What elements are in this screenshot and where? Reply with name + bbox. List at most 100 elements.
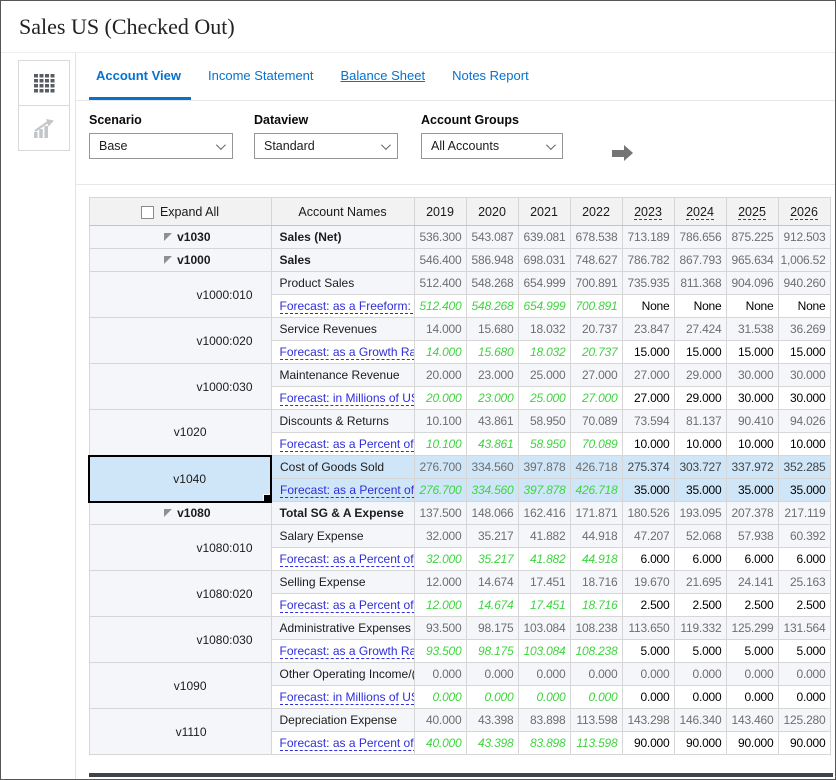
forecast-value-cell-v1080:030-2022[interactable]: 108.238 <box>569 639 623 663</box>
value-cell-v1000:010-2024[interactable]: 811.368 <box>673 271 727 295</box>
value-cell-v1000:020-2019[interactable]: 14.000 <box>413 317 467 341</box>
value-cell-v1000:020-2023[interactable]: 23.847 <box>621 317 675 341</box>
forecast-value-cell-v1080:020-2023[interactable]: 2.500 <box>621 593 675 617</box>
forecast-value-cell-v1000:030-2021[interactable]: 25.000 <box>517 386 571 410</box>
forecast-value-cell-v1000:030-2019[interactable]: 20.000 <box>413 386 467 410</box>
forecast-value-cell-v1040-2021[interactable]: 397.878 <box>517 478 571 502</box>
forecast-value-cell-v1080:030-2025[interactable]: 5.000 <box>725 639 779 663</box>
forecast-method-link[interactable]: Forecast: as a Percent of F <box>279 437 413 452</box>
forecast-value-cell-v1000:010-2019[interactable]: 512.400 <box>413 294 467 318</box>
value-cell-v1000:030-2023[interactable]: 27.000 <box>621 363 675 387</box>
value-cell-v1000-2022[interactable]: 748.627 <box>569 248 623 272</box>
value-cell-v1080-2024[interactable]: 193.095 <box>673 501 727 525</box>
year-header-2023[interactable]: 2023 <box>621 197 675 226</box>
value-cell-v1080-2021[interactable]: 162.416 <box>517 501 571 525</box>
forecast-value-cell-v1080:010-2022[interactable]: 44.918 <box>569 547 623 571</box>
account-name-cell[interactable]: Maintenance Revenue <box>270 363 415 387</box>
forecast-value-cell-v1080:020-2024[interactable]: 2.500 <box>673 593 727 617</box>
forecast-value-cell-v1040-2022[interactable]: 426.718 <box>569 478 623 502</box>
forecast-value-cell-v1040-2019[interactable]: 276.700 <box>413 478 467 502</box>
forecast-value-cell-v1110-2026[interactable]: 90.000 <box>777 731 831 755</box>
value-cell-v1000-2020[interactable]: 586.948 <box>465 248 519 272</box>
value-cell-v1080:020-2026[interactable]: 25.163 <box>777 570 831 594</box>
value-cell-v1080-2026[interactable]: 217.119 <box>777 501 831 525</box>
value-cell-v1080:030-2023[interactable]: 113.650 <box>621 616 675 640</box>
tab-account-view[interactable]: Account View <box>88 68 192 100</box>
grid-view-button[interactable] <box>18 60 70 106</box>
account-name-cell[interactable]: Sales <box>270 248 415 272</box>
value-cell-v1000-2025[interactable]: 965.634 <box>725 248 779 272</box>
forecast-value-cell-v1090-2021[interactable]: 0.000 <box>517 685 571 709</box>
value-cell-v1000:020-2021[interactable]: 18.032 <box>517 317 571 341</box>
forecast-value-cell-v1000:030-2020[interactable]: 23.000 <box>465 386 519 410</box>
year-header-2025[interactable]: 2025 <box>725 197 779 226</box>
account-code-v1020[interactable]: v1020 <box>88 409 272 456</box>
forecast-value-cell-v1000:020-2022[interactable]: 20.737 <box>569 340 623 364</box>
forecast-value-cell-v1110-2021[interactable]: 83.898 <box>517 731 571 755</box>
value-cell-v1000:010-2020[interactable]: 548.268 <box>465 271 519 295</box>
value-cell-v1090-2021[interactable]: 0.000 <box>517 662 571 686</box>
forecast-value-cell-v1090-2022[interactable]: 0.000 <box>569 685 623 709</box>
value-cell-v1030-2023[interactable]: 713.189 <box>621 225 675 249</box>
account-name-cell[interactable]: Depreciation Expense <box>270 708 415 732</box>
forecast-value-cell-v1000:020-2026[interactable]: 15.000 <box>777 340 831 364</box>
forecast-value-cell-v1080:030-2026[interactable]: 5.000 <box>777 639 831 663</box>
value-cell-v1020-2021[interactable]: 58.950 <box>517 409 571 433</box>
forecast-method-link[interactable]: Forecast: as a Growth Rat <box>279 345 413 360</box>
forecast-value-cell-v1080:020-2026[interactable]: 2.500 <box>777 593 831 617</box>
account-name-cell[interactable]: Service Revenues <box>270 317 415 341</box>
value-cell-v1080:010-2021[interactable]: 41.882 <box>517 524 571 548</box>
value-cell-v1000:030-2024[interactable]: 29.000 <box>673 363 727 387</box>
value-cell-v1030-2026[interactable]: 912.503 <box>777 225 831 249</box>
value-cell-v1040-2021[interactable]: 397.878 <box>517 455 571 479</box>
forecast-value-cell-v1020-2021[interactable]: 58.950 <box>517 432 571 456</box>
forecast-value-cell-v1080:020-2021[interactable]: 17.451 <box>517 593 571 617</box>
forecast-value-cell-v1080:010-2026[interactable]: 6.000 <box>777 547 831 571</box>
forecast-value-cell-v1000:020-2023[interactable]: 15.000 <box>621 340 675 364</box>
forecast-value-cell-v1080:030-2021[interactable]: 103.084 <box>517 639 571 663</box>
value-cell-v1110-2022[interactable]: 113.598 <box>569 708 623 732</box>
forecast-value-cell-v1110-2024[interactable]: 90.000 <box>673 731 727 755</box>
value-cell-v1030-2019[interactable]: 536.300 <box>413 225 467 249</box>
value-cell-v1080-2023[interactable]: 180.526 <box>621 501 675 525</box>
forecast-value-cell-v1110-2020[interactable]: 43.398 <box>465 731 519 755</box>
value-cell-v1110-2026[interactable]: 125.280 <box>777 708 831 732</box>
account-groups-select[interactable]: All Accounts <box>421 133 563 159</box>
value-cell-v1080:020-2019[interactable]: 12.000 <box>413 570 467 594</box>
forecast-value-cell-v1000:020-2024[interactable]: 15.000 <box>673 340 727 364</box>
value-cell-v1080:010-2023[interactable]: 47.207 <box>621 524 675 548</box>
tab-notes-report[interactable]: Notes Report <box>452 68 529 83</box>
value-cell-v1000-2021[interactable]: 698.031 <box>517 248 571 272</box>
forecast-value-cell-v1000:010-2022[interactable]: 700.891 <box>569 294 623 318</box>
account-code-v1000:010[interactable]: v1000:010 <box>88 271 272 318</box>
forecast-value-cell-v1000:010-2026[interactable]: None <box>777 294 831 318</box>
forecast-method-link[interactable]: Forecast: as a Percent of S <box>279 598 413 613</box>
tab-balance-sheet[interactable]: Balance Sheet <box>340 68 426 83</box>
value-cell-v1090-2020[interactable]: 0.000 <box>465 662 519 686</box>
forecast-value-cell-v1000:010-2021[interactable]: 654.999 <box>517 294 571 318</box>
forecast-value-cell-v1000:020-2019[interactable]: 14.000 <box>413 340 467 364</box>
forecast-value-cell-v1020-2023[interactable]: 10.000 <box>621 432 675 456</box>
value-cell-v1110-2024[interactable]: 146.340 <box>673 708 727 732</box>
forecast-value-cell-v1000:030-2022[interactable]: 27.000 <box>569 386 623 410</box>
forecast-value-cell-v1110-2019[interactable]: 40.000 <box>413 731 467 755</box>
forecast-value-cell-v1080:020-2020[interactable]: 14.674 <box>465 593 519 617</box>
forecast-value-cell-v1080:020-2019[interactable]: 12.000 <box>413 593 467 617</box>
value-cell-v1110-2025[interactable]: 143.460 <box>725 708 779 732</box>
forecast-value-cell-v1000:010-2024[interactable]: None <box>673 294 727 318</box>
forecast-value-cell-v1000:020-2021[interactable]: 18.032 <box>517 340 571 364</box>
forecast-value-cell-v1080:020-2025[interactable]: 2.500 <box>725 593 779 617</box>
value-cell-v1000:030-2026[interactable]: 30.000 <box>777 363 831 387</box>
account-code-v1110[interactable]: v1110 <box>88 708 272 755</box>
value-cell-v1000:020-2022[interactable]: 20.737 <box>569 317 623 341</box>
value-cell-v1040-2025[interactable]: 337.972 <box>725 455 779 479</box>
value-cell-v1000:030-2021[interactable]: 25.000 <box>517 363 571 387</box>
forecast-value-cell-v1000:020-2025[interactable]: 15.000 <box>725 340 779 364</box>
value-cell-v1000:030-2019[interactable]: 20.000 <box>413 363 467 387</box>
value-cell-v1000:020-2024[interactable]: 27.424 <box>673 317 727 341</box>
value-cell-v1000:020-2025[interactable]: 31.538 <box>725 317 779 341</box>
value-cell-v1040-2023[interactable]: 275.374 <box>621 455 675 479</box>
forecast-value-cell-v1000:030-2023[interactable]: 27.000 <box>621 386 675 410</box>
value-cell-v1000:020-2020[interactable]: 15.680 <box>465 317 519 341</box>
forecast-value-cell-v1020-2022[interactable]: 70.089 <box>569 432 623 456</box>
